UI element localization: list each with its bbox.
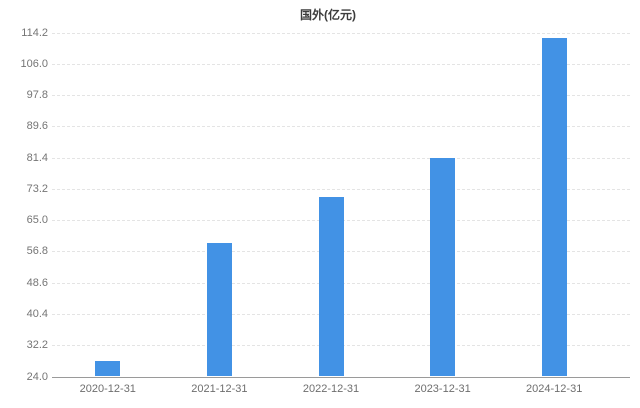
x-axis-line [52, 376, 630, 378]
x-tick-label-2022-12-31: 2022-12-31 [302, 383, 360, 395]
bar-2020-12-31[interactable] [95, 361, 121, 377]
y-tick-label: 65.0 [26, 214, 48, 227]
y-tick-label: 89.6 [26, 120, 48, 133]
gridline-81.4 [52, 157, 630, 159]
y-tick-label: 48.6 [26, 276, 48, 289]
y-tick-label: 24.0 [26, 370, 48, 383]
bar-2023-12-31[interactable] [430, 158, 456, 377]
y-tick-label: 97.8 [26, 89, 48, 102]
bar-2021-12-31[interactable] [206, 242, 232, 377]
bar-2024-12-31[interactable] [541, 37, 567, 377]
y-tick-label: 73.2 [26, 182, 48, 195]
y-tick-label: 32.2 [26, 339, 48, 352]
x-tick-label-2024-12-31: 2024-12-31 [526, 383, 583, 395]
gridline-106.0 [52, 63, 630, 65]
y-tick-label: 106.0 [20, 57, 48, 70]
gridline-89.6 [52, 126, 630, 128]
x-tick-label-2021-12-31: 2021-12-31 [191, 383, 248, 395]
y-tick-label: 56.8 [26, 245, 48, 258]
y-tick-label: 40.4 [26, 307, 48, 320]
x-tick-label-2023-12-31: 2023-12-31 [414, 383, 471, 395]
chart-title: 国外(亿元) [300, 8, 356, 22]
gridline-97.8 [52, 95, 630, 97]
y-tick-label: 114.2 [21, 26, 48, 39]
x-tick-label-2020-12-31: 2020-12-31 [79, 383, 136, 395]
gridline-114.2 [52, 32, 630, 34]
gridline-73.2 [52, 188, 630, 190]
y-tick-label: 81.4 [26, 151, 48, 164]
bar-2022-12-31[interactable] [318, 196, 344, 377]
